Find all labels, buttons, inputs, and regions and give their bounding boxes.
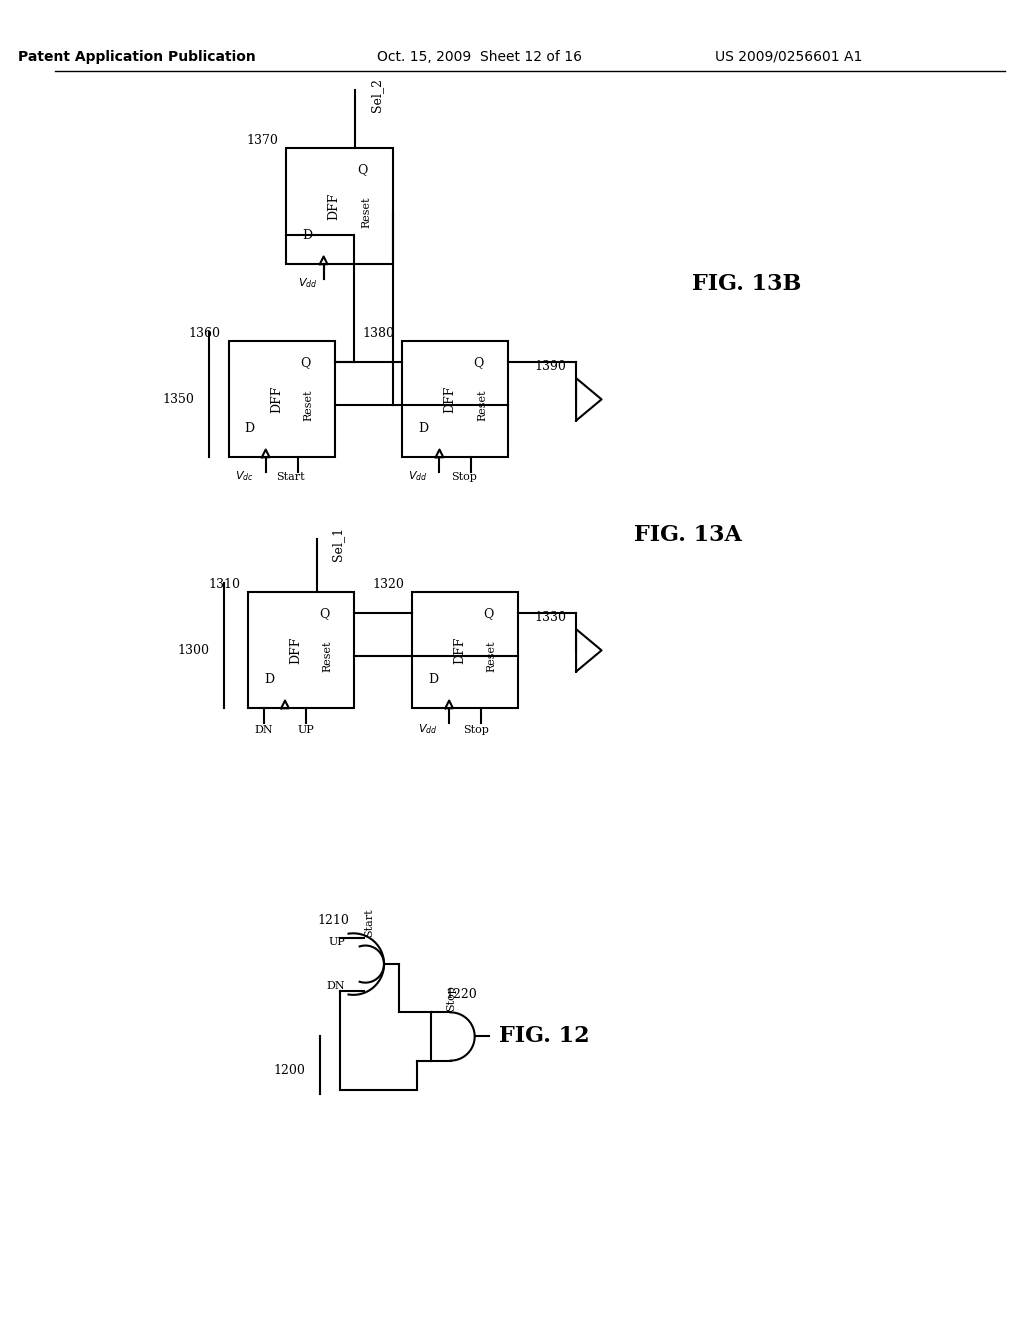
Text: Q: Q xyxy=(473,356,484,368)
Text: Reset: Reset xyxy=(323,640,333,672)
Text: Q: Q xyxy=(483,607,494,620)
Text: Q: Q xyxy=(319,607,330,620)
Text: $V_{dd}$: $V_{dd}$ xyxy=(409,470,428,483)
Text: Stop: Stop xyxy=(451,471,477,482)
Text: DFF: DFF xyxy=(289,636,302,664)
Text: DN: DN xyxy=(327,981,345,991)
Text: Reset: Reset xyxy=(361,197,371,228)
Text: DFF: DFF xyxy=(328,193,341,220)
Text: Reset: Reset xyxy=(477,389,487,421)
Text: 1370: 1370 xyxy=(247,135,279,147)
Text: FIG. 13A: FIG. 13A xyxy=(634,524,741,545)
Text: UP: UP xyxy=(329,937,345,948)
Text: $V_{dc}$: $V_{dc}$ xyxy=(236,470,254,483)
Text: Stop: Stop xyxy=(463,725,488,734)
Text: 1350: 1350 xyxy=(163,393,195,405)
Text: DFF: DFF xyxy=(269,385,283,413)
Text: 1320: 1320 xyxy=(373,578,404,591)
Bar xyxy=(402,342,509,457)
Text: 1220: 1220 xyxy=(445,989,477,1002)
Text: FIG. 12: FIG. 12 xyxy=(499,1026,590,1048)
Text: $V_{dd}$: $V_{dd}$ xyxy=(298,277,317,290)
Text: D: D xyxy=(245,422,255,434)
Text: D: D xyxy=(264,673,274,686)
Text: 1300: 1300 xyxy=(177,644,209,657)
Text: 1200: 1200 xyxy=(273,1064,306,1077)
Bar xyxy=(248,593,354,709)
Text: US 2009/0256601 A1: US 2009/0256601 A1 xyxy=(715,50,862,63)
Text: FIG. 13B: FIG. 13B xyxy=(692,272,802,294)
Text: DN: DN xyxy=(254,725,273,734)
Text: D: D xyxy=(303,228,312,242)
Text: Start: Start xyxy=(364,908,374,937)
Text: DFF: DFF xyxy=(443,385,457,413)
Text: D: D xyxy=(419,422,429,434)
Text: 1330: 1330 xyxy=(535,611,566,624)
Bar xyxy=(287,148,392,264)
Text: Q: Q xyxy=(300,356,310,368)
Bar xyxy=(412,593,518,709)
Text: Reset: Reset xyxy=(303,389,313,421)
Text: 1390: 1390 xyxy=(535,360,566,374)
Bar xyxy=(228,342,335,457)
Text: Patent Application Publication: Patent Application Publication xyxy=(18,50,256,63)
Text: UP: UP xyxy=(298,725,314,734)
Text: Sel_2: Sel_2 xyxy=(370,78,383,112)
Text: 1210: 1210 xyxy=(317,913,349,927)
Text: Q: Q xyxy=(357,162,368,176)
Text: D: D xyxy=(428,673,438,686)
Text: Reset: Reset xyxy=(486,640,497,672)
Text: Sel_1: Sel_1 xyxy=(332,527,344,561)
Text: 1380: 1380 xyxy=(362,327,394,341)
Text: 1360: 1360 xyxy=(188,327,221,341)
Text: DFF: DFF xyxy=(454,636,466,664)
Text: $V_{dd}$: $V_{dd}$ xyxy=(418,722,437,737)
Text: 1310: 1310 xyxy=(208,578,240,591)
Text: Oct. 15, 2009  Sheet 12 of 16: Oct. 15, 2009 Sheet 12 of 16 xyxy=(377,50,582,63)
Text: Start: Start xyxy=(275,471,304,482)
Text: Stop: Stop xyxy=(445,985,456,1011)
